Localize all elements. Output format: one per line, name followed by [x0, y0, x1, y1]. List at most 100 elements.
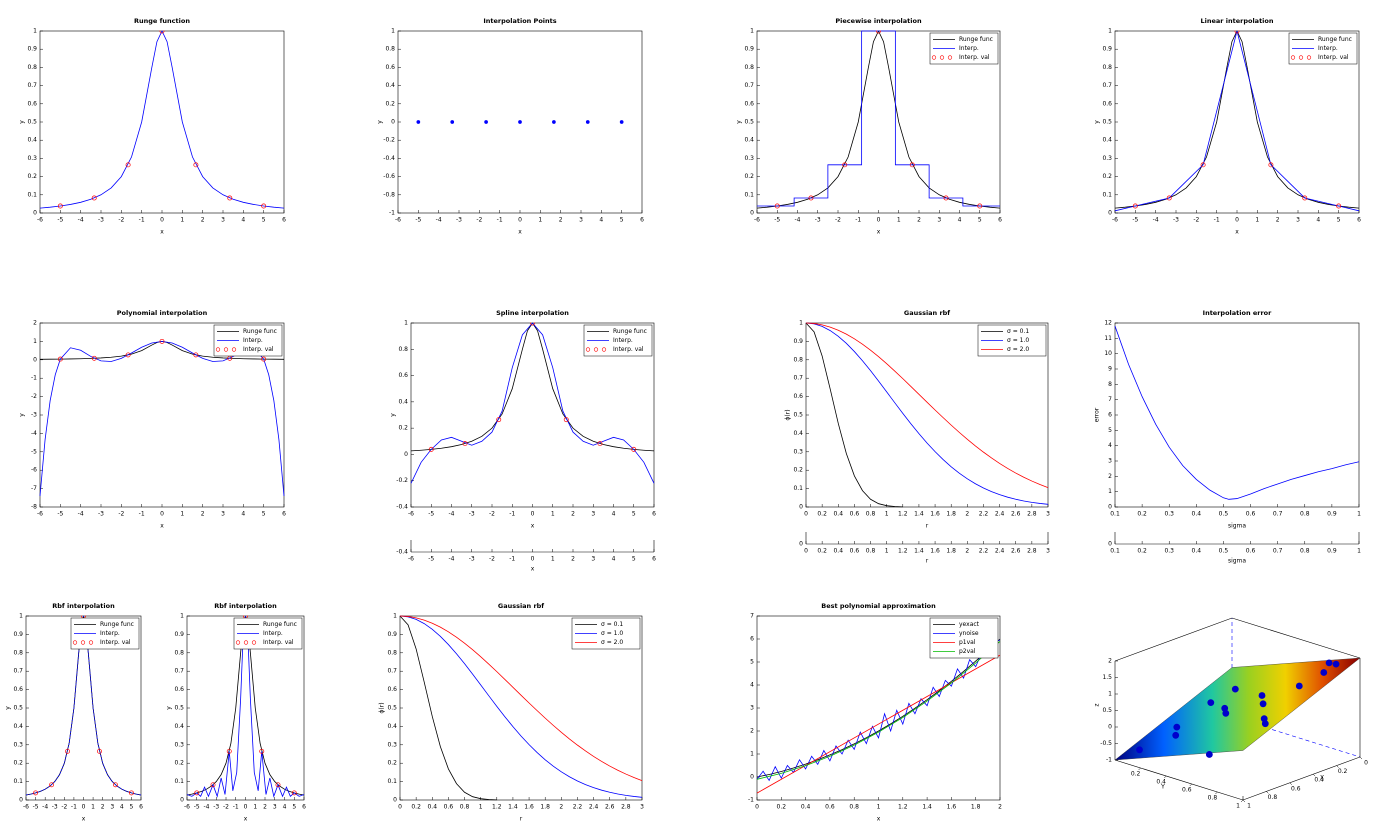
- legend-label: Runge func: [1318, 36, 1352, 43]
- data-point: [1172, 731, 1180, 739]
- box-edge: [1114, 617, 1233, 662]
- x-tick-label: -6: [1112, 217, 1118, 224]
- y-tick-label: 0.6: [1102, 100, 1112, 107]
- x-axis-label: x: [877, 816, 881, 823]
- plot-frame: [1114, 322, 1360, 508]
- y-tick-label: 1: [799, 320, 803, 327]
- x-tick-label: 6: [1357, 217, 1361, 224]
- x-axis-label: r: [926, 523, 929, 530]
- x-tick-label: 0: [1364, 760, 1368, 767]
- y-tick-label: 0.4: [793, 430, 803, 437]
- y-tick-label: 0.6: [27, 100, 37, 107]
- y-tick-label: 0.4: [27, 137, 37, 144]
- x-tick-label: 4: [958, 217, 962, 224]
- x-tick-label: 0.4: [427, 804, 437, 811]
- marker: [774, 203, 780, 209]
- subplot-title: Best polynomial approximation: [821, 602, 936, 610]
- x-tick-label: 0.6: [1246, 548, 1256, 555]
- y-tick-label: 0.2: [385, 100, 395, 107]
- x-tick-label: 0.6: [850, 548, 860, 555]
- x-tick-label: 0: [82, 804, 86, 811]
- marker: [876, 30, 881, 34]
- y-tick-label: 0.5: [174, 705, 184, 712]
- x-tick-mark: [1336, 765, 1339, 768]
- legend-label: Interp. val: [613, 346, 644, 353]
- marker: [261, 356, 267, 362]
- y-tick-label: 0.9: [1102, 46, 1112, 53]
- marker: [227, 195, 233, 201]
- legend-swatch: [1298, 55, 1304, 60]
- x-axis-label: r: [520, 816, 523, 823]
- y-tick-label: 7: [1108, 396, 1112, 403]
- x-tick-label: 6: [998, 217, 1002, 224]
- y-tick-label: 4: [750, 682, 754, 689]
- y-tick-label: 0.2: [398, 425, 408, 432]
- y-tick-label: 6: [750, 636, 754, 643]
- x-tick-label: 0.9: [1327, 511, 1337, 518]
- y-tick-label: 0.1: [744, 191, 754, 198]
- data-point: [1173, 723, 1181, 731]
- x-tick-label: 0: [755, 804, 759, 811]
- y-tick-label: -1: [389, 210, 395, 217]
- x-tick-label: 1.8: [946, 548, 956, 555]
- x-tick-label: 2.6: [605, 804, 615, 811]
- x-tick-label: 5: [620, 217, 624, 224]
- y-tick-label: 0.6: [13, 686, 23, 693]
- y-tick-label: 0.7: [744, 82, 754, 89]
- x-tick-label: -3: [52, 804, 58, 811]
- marker: [1268, 162, 1274, 168]
- y-tick-label: 0.8: [398, 346, 408, 353]
- legend-swatch: [72, 640, 78, 645]
- axis-strip: 00 0.2 0.4 0.6 0.8 1 1.2 1.4 1.6 1.8 2 2.2 2.4 2.6 2.8…: [799, 532, 1050, 565]
- data-point: [1259, 700, 1267, 708]
- legend-label: p1val: [959, 639, 976, 646]
- y-tick-label: 0.1: [793, 485, 803, 492]
- y-tick-label: 0.6: [744, 100, 754, 107]
- series-line: [757, 30, 1000, 207]
- legend-label: Runge func: [263, 621, 297, 628]
- x-tick-label: 2: [201, 511, 205, 518]
- marker: [1132, 203, 1138, 209]
- legend-label: σ = 0.1: [601, 621, 623, 628]
- marker: [194, 790, 200, 796]
- x-tick-label: 0.4: [833, 548, 843, 555]
- series-line: [399, 615, 497, 801]
- x-tick-label: 0.6: [444, 804, 454, 811]
- x-tick-label: 6: [640, 217, 644, 224]
- x-axis-label: r: [926, 558, 929, 565]
- y-tick-label: 0.6: [387, 686, 397, 693]
- marker: [57, 356, 63, 362]
- marker: [530, 322, 535, 326]
- subplot: Interpolation Points x y -6 -5 -4 -3 -2 -1 0 1 2 3 4 5…: [377, 17, 645, 236]
- axis-strip: -0.4-6 -5 -4 -3 -2 -1 0 1 2 3 4 5 6 x: [396, 540, 656, 573]
- x-tick-label: 0.1: [1110, 548, 1120, 555]
- legend: Runge func Interp. Interp. val: [583, 324, 653, 357]
- legend-label: Interp.: [959, 45, 979, 52]
- x-tick-label: 1.6: [930, 511, 940, 518]
- legend-swatch: [80, 640, 86, 645]
- x-tick-mark: [1359, 756, 1363, 760]
- x-tick-label: -1: [509, 511, 515, 518]
- x-tick-label: 5: [1337, 217, 1341, 224]
- x-tick-label: 1.8: [946, 511, 956, 518]
- x-tick-label: 4: [1316, 217, 1320, 224]
- x-tick-label: 2.8: [1027, 548, 1037, 555]
- series-line: [39, 340, 285, 496]
- x-tick-label: 0.6: [825, 804, 835, 811]
- point: [484, 120, 488, 124]
- y-tick-label: 0.8: [1102, 64, 1112, 71]
- plot-frame: [39, 30, 285, 214]
- y-tick-label: 0.8: [793, 356, 803, 363]
- x-tick-label: -6: [184, 804, 190, 811]
- x-tick-label: -4: [78, 511, 84, 518]
- x-tick-label: 4: [612, 556, 616, 563]
- marker: [91, 355, 97, 361]
- y-tick-label: 1: [1108, 488, 1112, 495]
- y-tick-label: 0.9: [387, 631, 397, 638]
- marker: [909, 162, 915, 168]
- subplot-title: Gaussian rbf: [904, 309, 950, 317]
- legend-label: Runge func: [613, 328, 647, 335]
- x-tick-label: -3: [1173, 217, 1179, 224]
- y-tick-label: 0.4: [385, 82, 395, 89]
- marker: [91, 195, 97, 201]
